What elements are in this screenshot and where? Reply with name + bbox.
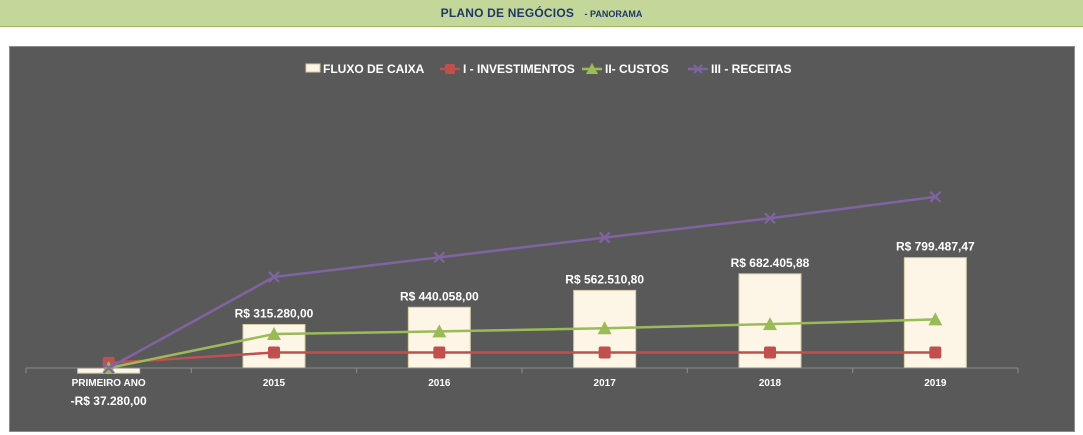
bar-2016 (407, 306, 471, 369)
legend-item-iii-receitas: III - RECEITAS (688, 62, 791, 76)
legend-label: I - INVESTIMENTOS (463, 62, 575, 76)
marker-i-investimentos-2015 (268, 346, 280, 359)
legend-marker (586, 63, 598, 74)
marker-i-investimentos-2019 (929, 346, 942, 359)
marker-ii-custos-2016 (432, 324, 447, 338)
x-tick-label-2016: 2016 (428, 378, 451, 389)
legend-item-fluxo-de-caixa: FLUXO DE CAIXA (305, 62, 425, 76)
page-subtitle: - PANORAMA (584, 9, 643, 19)
line-series-group (101, 191, 943, 374)
data-label-2015: R$ 315.280,00 (235, 306, 314, 320)
legend-label: FLUXO DE CAIXA (323, 62, 425, 76)
marker-iii-receitas-2015 (268, 271, 280, 283)
data-label-2017: R$ 562.510,80 (565, 272, 644, 286)
legend-marker (445, 64, 455, 74)
x-tick-label-2019: 2019 (924, 378, 947, 389)
marker-iii-receitas-2019 (929, 191, 942, 203)
data-labels: -R$ 37.280,00 R$ 315.280,00 R$ 440.058,00 R… (71, 240, 975, 408)
x-tick-label-2015: 2015 (263, 378, 286, 389)
legend-item-i-investimentos: I - INVESTIMENTOS (440, 62, 575, 76)
chart-area: FLUXO DE CAIXA I - INVESTIMENTOS II- CUSTO… (9, 46, 1075, 432)
chart: FLUXO DE CAIXA I - INVESTIMENTOS II- CUSTO… (25, 62, 1019, 408)
data-label-2018: R$ 682.405,88 (731, 256, 810, 270)
marker-iii-receitas-2016 (433, 251, 446, 264)
legend-item-ii-custos: II- CUSTOS (582, 62, 669, 76)
x-tick-label-2018: 2018 (759, 378, 782, 389)
legend-label: II- CUSTOS (605, 62, 669, 76)
line-ii-custos (108, 318, 936, 370)
marker-i-investimentos-2016 (433, 346, 446, 359)
marker-iii-receitas-2018 (764, 212, 776, 225)
line-i-investimentos (108, 351, 936, 365)
data-label-2019: R$ 799.487,47 (896, 240, 975, 254)
x-axis: PRIMEIRO ANO 2015 2016 2017 2018 2019 (25, 367, 1019, 389)
page-title: PLANO DE NEGÓCIOS (440, 6, 575, 20)
legend-label: III - RECEITAS (711, 62, 791, 76)
data-label-2016: R$ 440.058,00 (400, 289, 479, 303)
marker-i-investimentos-2018 (764, 346, 776, 359)
x-tick-label-2017: 2017 (594, 378, 617, 389)
marker-iii-receitas-2017 (598, 231, 611, 244)
marker-ii-custos-2015 (267, 327, 281, 341)
legend-marker (693, 64, 703, 74)
x-tick-label-primeiro-ano: PRIMEIRO ANO (72, 378, 146, 389)
data-label-primeiro-ano: -R$ 37.280,00 (71, 394, 147, 408)
marker-ii-custos-2019 (928, 312, 943, 326)
line-iii-receitas (108, 195, 936, 370)
title-bar: PLANO DE NEGÓCIOS - PANORAMA (0, 0, 1083, 27)
marker-i-investimentos-2017 (598, 346, 611, 359)
marker-ii-custos-2018 (763, 317, 777, 331)
marker-ii-custos-2017 (597, 321, 612, 335)
legend: FLUXO DE CAIXA I - INVESTIMENTOS II- CUSTO… (305, 62, 791, 76)
legend-swatch (305, 63, 321, 73)
